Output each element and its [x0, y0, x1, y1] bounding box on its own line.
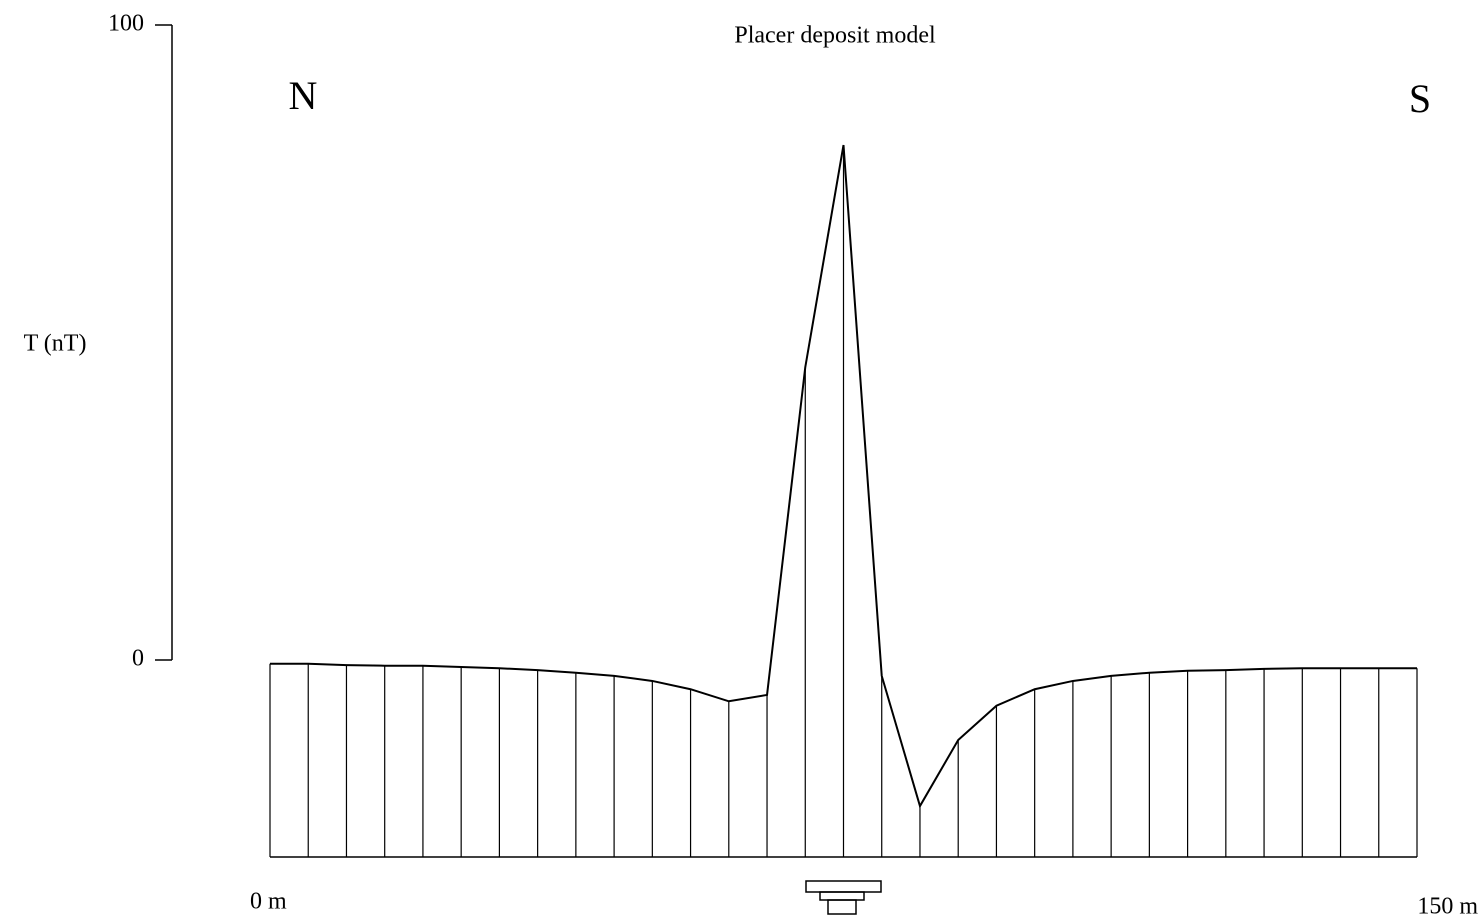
y-tick-label: 100 [108, 11, 144, 37]
chart-title: Placer deposit model [734, 23, 936, 49]
x-tick-label: 150 m [1417, 894, 1478, 920]
north-label: N [289, 73, 318, 118]
deposit-layer [819, 891, 865, 901]
y-tick-label: 0 [132, 646, 144, 672]
profile-line [270, 144, 1417, 809]
y-axis-label: T (nT) [24, 331, 87, 357]
south-label: S [1409, 76, 1431, 121]
x-tick-label: 0 m [250, 889, 287, 915]
deposit-layer [805, 880, 882, 893]
deposit-symbol [805, 880, 882, 915]
deposit-layer [827, 899, 857, 915]
